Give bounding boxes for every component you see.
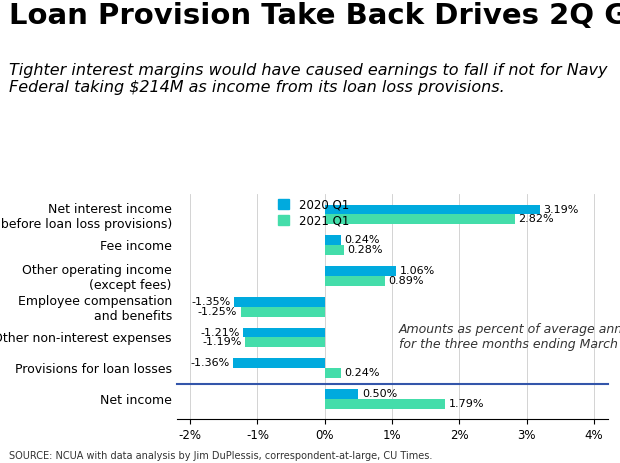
Bar: [244, 328, 325, 338]
Text: -1.19%: -1.19%: [202, 338, 241, 347]
Bar: [325, 205, 539, 214]
Text: Loan Provision Take Back Drives 2Q Gain: Loan Provision Take Back Drives 2Q Gain: [9, 2, 620, 30]
Text: 0.50%: 0.50%: [362, 389, 397, 399]
Bar: [325, 245, 343, 255]
Text: -1.21%: -1.21%: [201, 328, 240, 338]
Text: 0.28%: 0.28%: [347, 245, 383, 255]
Bar: [325, 276, 385, 286]
Text: Tighter interest margins would have caused earnings to fall if not for Navy
Fede: Tighter interest margins would have caus…: [9, 63, 608, 95]
Bar: [325, 266, 396, 276]
Legend: 2020 Q1, 2021 Q1: 2020 Q1, 2021 Q1: [275, 196, 352, 230]
Text: 0.89%: 0.89%: [388, 276, 423, 286]
Text: 1.79%: 1.79%: [449, 399, 484, 409]
Bar: [234, 297, 325, 307]
Text: 1.06%: 1.06%: [399, 266, 435, 276]
Bar: [325, 214, 515, 224]
Bar: [245, 338, 325, 347]
Text: 2.82%: 2.82%: [518, 214, 554, 225]
Text: 3.19%: 3.19%: [543, 205, 578, 214]
Text: 0.24%: 0.24%: [344, 235, 380, 245]
Text: -1.36%: -1.36%: [190, 358, 230, 369]
Bar: [325, 368, 341, 378]
Text: -1.25%: -1.25%: [198, 307, 237, 317]
Bar: [233, 358, 325, 368]
Bar: [325, 399, 445, 409]
Bar: [241, 307, 325, 317]
Bar: [325, 389, 358, 399]
Text: -1.35%: -1.35%: [192, 297, 231, 307]
Bar: [325, 235, 341, 245]
Text: 0.24%: 0.24%: [344, 368, 380, 378]
Text: SOURCE: NCUA with data analysis by Jim DuPlessis, correspondent-at-large, CU Tim: SOURCE: NCUA with data analysis by Jim D…: [9, 450, 433, 461]
Text: Amounts as percent of average annualized assets
for the three months ending Marc: Amounts as percent of average annualized…: [399, 324, 620, 351]
